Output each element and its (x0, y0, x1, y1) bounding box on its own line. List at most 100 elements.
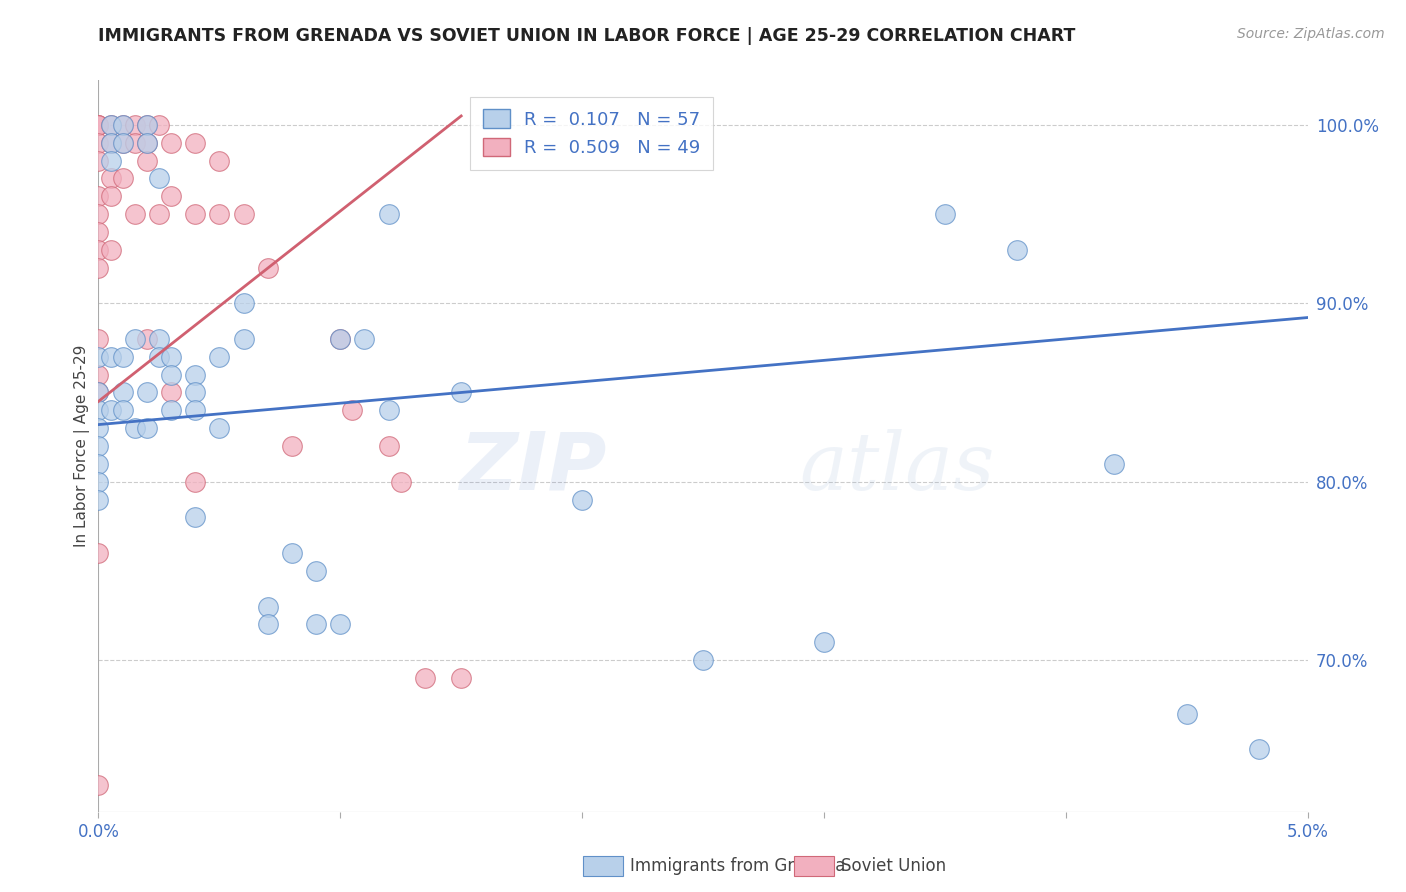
Point (100, 118, 122, 132)
Point (305, 617, 328, 632)
Text: Source: ZipAtlas.com: Source: ZipAtlas.com (1237, 27, 1385, 41)
Point (160, 403, 183, 417)
Point (87, 368, 110, 382)
Point (184, 475, 207, 489)
Point (184, 136, 207, 150)
Point (413, 671, 436, 685)
Point (87, 243, 110, 257)
Point (184, 207, 207, 221)
Point (124, 421, 146, 435)
Point (100, 189, 122, 203)
Point (87, 385, 110, 400)
Point (160, 385, 183, 400)
Text: atlas: atlas (800, 429, 995, 507)
Point (184, 510, 207, 524)
Point (281, 439, 304, 453)
Point (124, 136, 146, 150)
Point (232, 207, 254, 221)
Point (160, 368, 183, 382)
Point (87, 189, 110, 203)
Point (377, 207, 399, 221)
Point (87, 439, 110, 453)
Point (135, 118, 157, 132)
Point (329, 332, 352, 346)
Point (100, 403, 122, 417)
Point (87, 778, 110, 792)
Point (111, 171, 134, 186)
Point (305, 564, 328, 578)
Text: IMMIGRANTS FROM GRENADA VS SOVIET UNION IN LABOR FORCE | AGE 25-29 CORRELATION C: IMMIGRANTS FROM GRENADA VS SOVIET UNION … (98, 27, 1076, 45)
Point (1102, 457, 1125, 471)
Point (389, 475, 412, 489)
Point (353, 332, 375, 346)
Point (135, 153, 157, 168)
Point (1175, 706, 1198, 721)
Point (148, 171, 170, 186)
Point (208, 207, 231, 221)
Point (124, 118, 146, 132)
Point (232, 296, 254, 310)
Point (160, 350, 183, 364)
Point (135, 385, 157, 400)
Point (87, 403, 110, 417)
Point (256, 617, 278, 632)
Point (208, 421, 231, 435)
Point (160, 189, 183, 203)
Point (184, 368, 207, 382)
Point (87, 118, 110, 132)
Y-axis label: In Labor Force | Age 25-29: In Labor Force | Age 25-29 (75, 345, 90, 547)
Point (329, 617, 352, 632)
Point (160, 136, 183, 150)
Point (281, 546, 304, 560)
Point (135, 421, 157, 435)
Point (934, 207, 956, 221)
Point (111, 136, 134, 150)
Point (87, 260, 110, 275)
Point (100, 136, 122, 150)
Point (148, 350, 170, 364)
Point (87, 421, 110, 435)
Point (450, 385, 472, 400)
Point (100, 153, 122, 168)
Point (1249, 742, 1271, 756)
Point (377, 403, 399, 417)
Point (135, 136, 157, 150)
Point (692, 653, 714, 667)
Point (87, 350, 110, 364)
Text: Soviet Union: Soviet Union (841, 857, 946, 875)
Point (100, 171, 122, 186)
Point (87, 153, 110, 168)
Point (87, 457, 110, 471)
Point (148, 207, 170, 221)
Point (124, 332, 146, 346)
Point (342, 403, 364, 417)
Point (87, 118, 110, 132)
Point (87, 385, 110, 400)
Point (87, 546, 110, 560)
Point (184, 403, 207, 417)
Point (148, 118, 170, 132)
Point (208, 153, 231, 168)
Point (377, 439, 399, 453)
Point (111, 350, 134, 364)
Point (111, 118, 134, 132)
Point (232, 332, 254, 346)
Text: ZIP: ZIP (458, 429, 606, 507)
Point (87, 332, 110, 346)
Point (87, 118, 110, 132)
Point (100, 136, 122, 150)
Point (256, 260, 278, 275)
Point (256, 599, 278, 614)
Point (571, 492, 593, 507)
Point (329, 332, 352, 346)
Point (135, 118, 157, 132)
Text: Immigrants from Grenada: Immigrants from Grenada (630, 857, 845, 875)
Point (111, 403, 134, 417)
Legend: R =  0.107   N = 57, R =  0.509   N = 49: R = 0.107 N = 57, R = 0.509 N = 49 (470, 96, 713, 169)
Point (87, 136, 110, 150)
Point (100, 243, 122, 257)
Point (87, 207, 110, 221)
Point (813, 635, 835, 649)
Point (135, 332, 157, 346)
Point (135, 136, 157, 150)
